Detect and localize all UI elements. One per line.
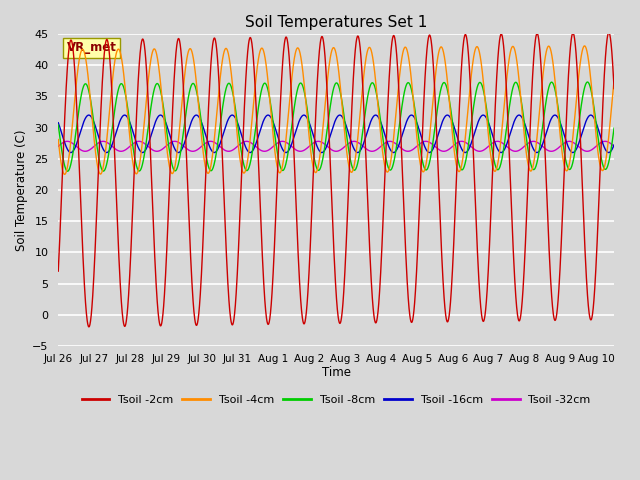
X-axis label: Time: Time [322,366,351,380]
Y-axis label: Soil Temperature (C): Soil Temperature (C) [15,129,28,251]
Text: VR_met: VR_met [67,41,116,54]
Title: Soil Temperatures Set 1: Soil Temperatures Set 1 [245,15,428,30]
Legend: Tsoil -2cm, Tsoil -4cm, Tsoil -8cm, Tsoil -16cm, Tsoil -32cm: Tsoil -2cm, Tsoil -4cm, Tsoil -8cm, Tsoi… [77,390,595,409]
